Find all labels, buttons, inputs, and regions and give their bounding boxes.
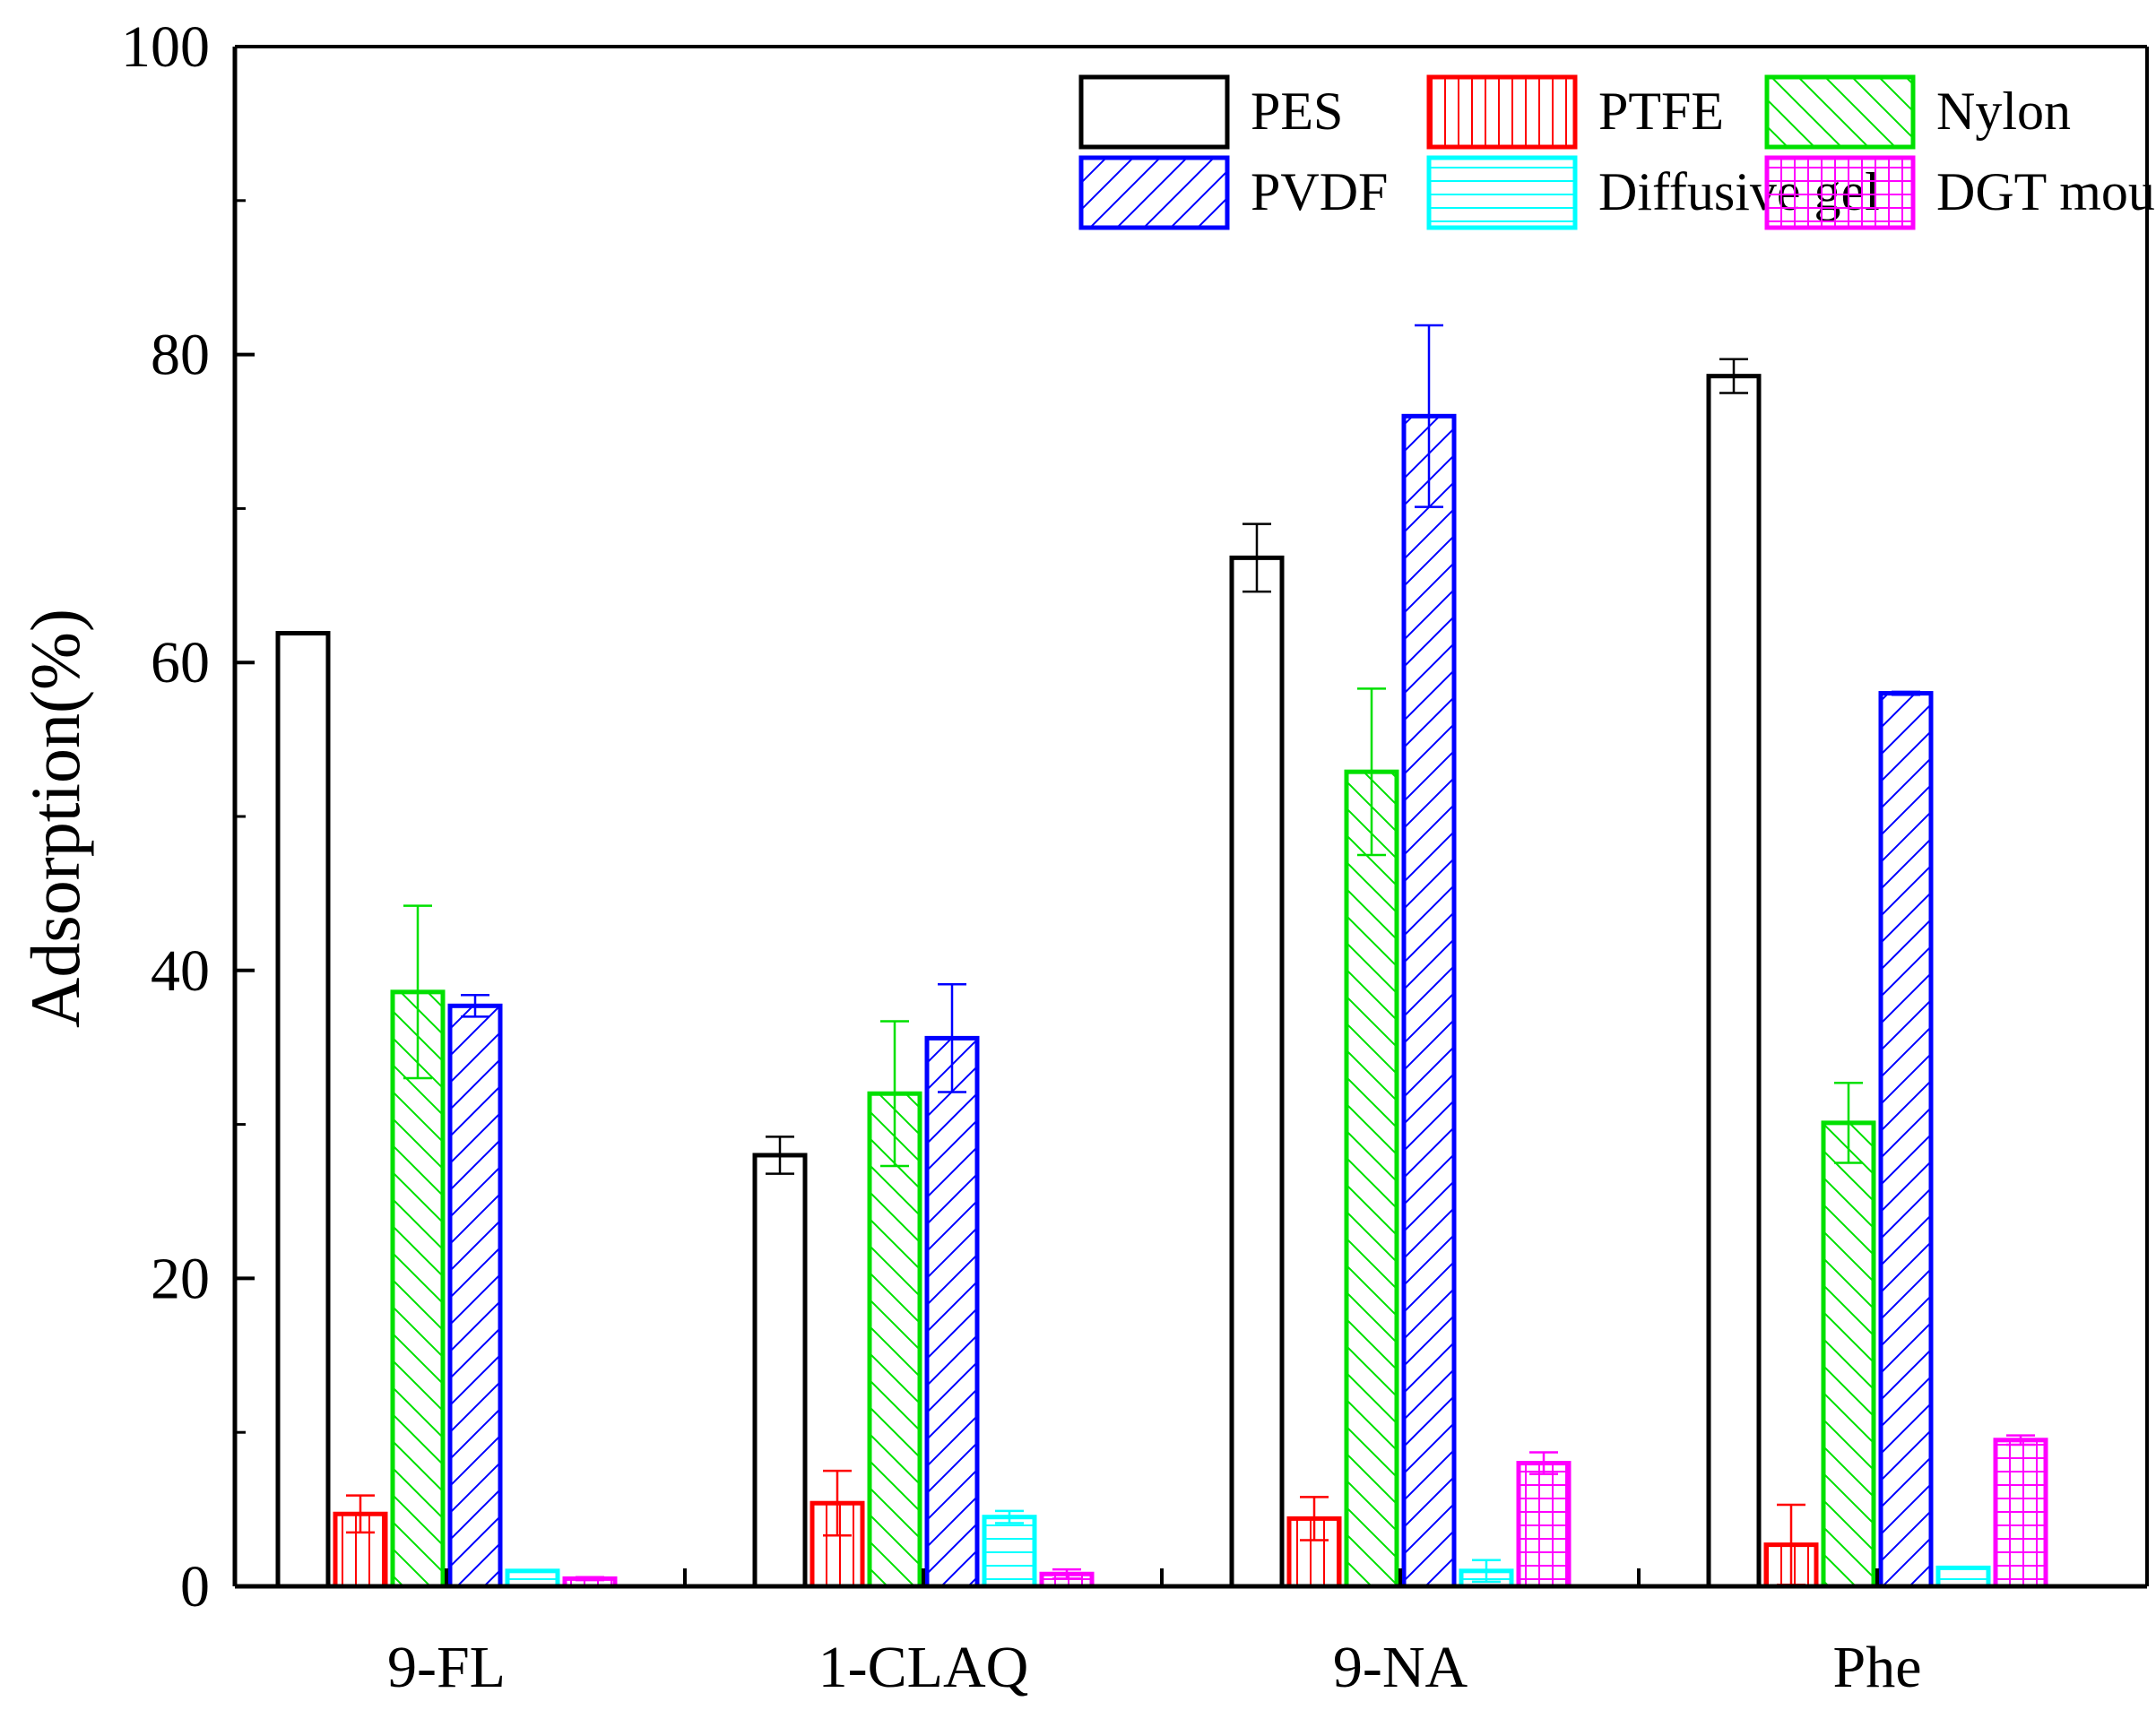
error-bar-pvdf-phe [1892,690,1920,696]
error-bar-nylon-9-na [1357,687,1386,857]
legend-item-nylon: Nylon [1764,74,2071,150]
y-tick-label: 100 [121,14,210,80]
error-bar-nylon-1-claq [880,1020,909,1168]
bar-nylon-9-na [1344,769,1399,1589]
bar-nylon-1-claq [867,1091,922,1589]
bar-diffusive-gel-9-fl [505,1568,560,1589]
legend-swatch [1426,155,1578,230]
legend-item-pvdf: PVDF [1078,155,1388,230]
error-bar-dgt-moulding-1-claq [1052,1568,1081,1580]
bars-layer [275,324,2048,1589]
error-bar-dgt-moulding-9-na [1529,1451,1558,1475]
y-tick-label: 60 [151,630,210,695]
bar-nylon-9-fl [390,989,446,1589]
error-bar-diffusive-gel-1-claq [995,1509,1024,1524]
legend-swatch [1078,155,1230,230]
legend-label: PTFE [1598,82,1724,141]
x-tick-label-9-na: 9-NA [1333,1635,1468,1700]
bar-pes-9-fl [275,631,331,1589]
legend-swatch [1764,74,1916,150]
bar-dgt-moulding-9-na [1516,1461,1572,1589]
bar-pvdf-9-fl [447,1003,503,1589]
y-tick-label: 20 [151,1246,210,1311]
error-bar-ptfe-9-fl [346,1494,375,1534]
error-bar-nylon-9-fl [403,904,432,1080]
legend-item-pes: PES [1078,74,1343,150]
error-bar-pes-9-na [1243,522,1271,593]
y-tick-label: 80 [151,323,210,388]
bar-pes-1-claq [752,1153,808,1589]
bar-nylon-phe [1821,1120,1876,1589]
legend-item-dgt-moulding: DGT moulding [1764,155,2156,230]
bar-pvdf-phe [1878,691,1934,1589]
x-tick-label-phe: Phe [1833,1635,1922,1700]
y-tick-label: 0 [180,1554,210,1619]
bar-pvdf-9-na [1401,413,1457,1589]
x-tick-label-1-claq: 1-CLAQ [818,1635,1029,1700]
x-tick-label-9-fl: 9-FL [387,1635,506,1700]
bar-pes-9-na [1229,555,1285,1589]
legend-label: DGT moulding [1936,162,2156,221]
bar-dgt-moulding-phe [1993,1438,2048,1589]
legend-swatch [1426,74,1578,150]
error-bar-pvdf-1-claq [938,983,966,1093]
axes-layer [232,45,2149,1589]
bar-pes-phe [1706,374,1762,1589]
error-bar-dgt-moulding-phe [2006,1434,2035,1447]
legend-swatch [1078,74,1230,150]
error-bar-diffusive-gel-9-na [1472,1559,1501,1584]
legend-item-ptfe: PTFE [1426,74,1724,150]
legend-label: Nylon [1936,82,2071,141]
y-tick-label: 40 [151,938,210,1004]
error-bar-ptfe-1-claq [823,1469,852,1537]
legend-label: PES [1251,82,1343,141]
error-bar-pes-1-claq [766,1136,794,1175]
y-axis-title: Adsorption(%) [16,609,94,1028]
bar-diffusive-gel-phe [1935,1565,1991,1589]
legend-label: PVDF [1251,162,1388,221]
ticks-layer: 0 20 40 60 80 100 9-FL 1-CLAQ 9-NA Phe [121,14,1922,1700]
error-bar-pvdf-9-fl [461,994,489,1018]
error-bar-ptfe-9-na [1300,1496,1329,1542]
error-bar-nylon-phe [1834,1081,1863,1164]
legend-swatch [1764,155,1916,230]
bar-diffusive-gel-1-claq [982,1515,1037,1589]
error-bar-pes-phe [1719,358,1748,394]
error-bar-dgt-moulding-9-fl [576,1576,604,1582]
error-bar-pvdf-9-na [1415,324,1443,508]
bar-pvdf-1-claq [924,1035,980,1589]
